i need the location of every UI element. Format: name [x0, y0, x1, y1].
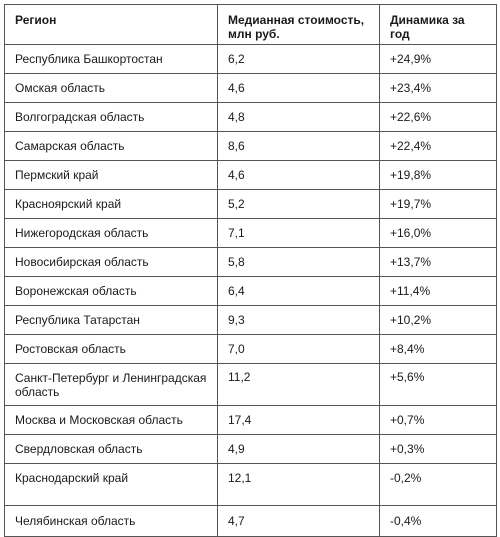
cell-region: Ростовская область: [4, 334, 218, 364]
cell-yearly-change: +0,7%: [379, 405, 497, 435]
table-row: Ростовская область 7,0 +8,4%: [4, 334, 497, 364]
cell-yearly-change: +23,4%: [379, 73, 497, 103]
cell-median-price: 5,8: [217, 247, 380, 277]
cell-region: Пермский край: [4, 160, 218, 190]
cell-region: Краснодарский край: [4, 463, 218, 506]
cell-median-price: 9,3: [217, 305, 380, 335]
table-row: Нижегородская область 7,1 +16,0%: [4, 218, 497, 248]
cell-median-price: 4,6: [217, 73, 380, 103]
cell-yearly-change: -0,2%: [379, 463, 497, 506]
table-row: Волгоградская область 4,8 +22,6%: [4, 102, 497, 132]
cell-median-price: 4,6: [217, 160, 380, 190]
cell-region: Волгоградская область: [4, 102, 218, 132]
cell-region: Омская область: [4, 73, 218, 103]
cell-median-price: 17,4: [217, 405, 380, 435]
table-row: Омская область 4,6 +23,4%: [4, 73, 497, 103]
cell-region: Самарская область: [4, 131, 218, 161]
table-row: Пермский край 4,6 +19,8%: [4, 160, 497, 190]
cell-median-price: 4,7: [217, 505, 380, 537]
cell-region: Республика Башкортостан: [4, 44, 218, 74]
cell-region: Москва и Московская область: [4, 405, 218, 435]
cell-region: Новосибирская область: [4, 247, 218, 277]
table-header-row: Регион Медианная стоимость, млн руб. Дин…: [4, 4, 497, 45]
region-price-table: Регион Медианная стоимость, млн руб. Дин…: [4, 4, 497, 537]
table-row: Республика Башкортостан 6,2 +24,9%: [4, 44, 497, 74]
cell-median-price: 4,8: [217, 102, 380, 132]
cell-yearly-change: +8,4%: [379, 334, 497, 364]
cell-yearly-change: +16,0%: [379, 218, 497, 248]
table-row: Новосибирская область 5,8 +13,7%: [4, 247, 497, 277]
cell-region: Санкт-Петербург и Ленинградская область: [4, 363, 218, 406]
cell-yearly-change: +11,4%: [379, 276, 497, 306]
cell-region: Красноярский край: [4, 189, 218, 219]
table-row: Свердловская область 4,9 +0,3%: [4, 434, 497, 464]
cell-median-price: 6,4: [217, 276, 380, 306]
cell-median-price: 12,1: [217, 463, 380, 506]
table-row: Воронежская область 6,4 +11,4%: [4, 276, 497, 306]
table-row: Челябинская область 4,7 -0,4%: [4, 505, 497, 537]
cell-yearly-change: +0,3%: [379, 434, 497, 464]
cell-median-price: 5,2: [217, 189, 380, 219]
cell-yearly-change: +10,2%: [379, 305, 497, 335]
table-row: Москва и Московская область 17,4 +0,7%: [4, 405, 497, 435]
cell-region: Нижегородская область: [4, 218, 218, 248]
cell-region: Воронежская область: [4, 276, 218, 306]
cell-median-price: 8,6: [217, 131, 380, 161]
cell-median-price: 4,9: [217, 434, 380, 464]
table-row: Республика Татарстан 9,3 +10,2%: [4, 305, 497, 335]
cell-yearly-change: +22,4%: [379, 131, 497, 161]
cell-median-price: 7,1: [217, 218, 380, 248]
cell-yearly-change: +13,7%: [379, 247, 497, 277]
table-row: Краснодарский край 12,1 -0,2%: [4, 463, 497, 506]
cell-region: Республика Татарстан: [4, 305, 218, 335]
cell-yearly-change: -0,4%: [379, 505, 497, 537]
header-yearly-change: Динамика за год: [379, 4, 497, 45]
header-region: Регион: [4, 4, 218, 45]
cell-median-price: 7,0: [217, 334, 380, 364]
cell-yearly-change: +19,7%: [379, 189, 497, 219]
header-median-price: Медианная стоимость, млн руб.: [217, 4, 380, 45]
cell-yearly-change: +24,9%: [379, 44, 497, 74]
cell-yearly-change: +5,6%: [379, 363, 497, 406]
cell-median-price: 6,2: [217, 44, 380, 74]
cell-median-price: 11,2: [217, 363, 380, 406]
cell-region: Челябинская область: [4, 505, 218, 537]
table-row: Самарская область 8,6 +22,4%: [4, 131, 497, 161]
table-row: Санкт-Петербург и Ленинградская область …: [4, 363, 497, 406]
table-row: Красноярский край 5,2 +19,7%: [4, 189, 497, 219]
cell-region: Свердловская область: [4, 434, 218, 464]
cell-yearly-change: +22,6%: [379, 102, 497, 132]
cell-yearly-change: +19,8%: [379, 160, 497, 190]
